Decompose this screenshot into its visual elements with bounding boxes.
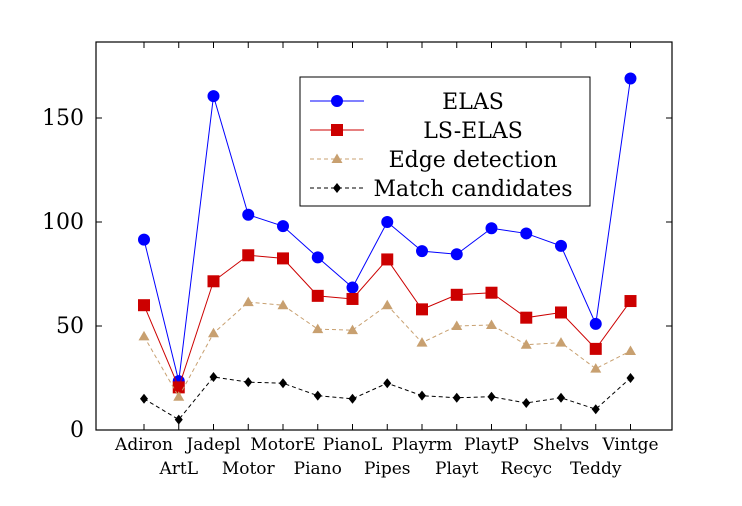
legend-label: ELAS: [442, 90, 504, 115]
data-point: [416, 337, 428, 347]
data-point: [242, 208, 255, 221]
data-point: [311, 289, 324, 302]
data-point: [207, 90, 220, 103]
data-point: [173, 391, 185, 401]
data-point: [555, 306, 567, 319]
series-edge-detection: [138, 296, 636, 401]
data-point: [416, 303, 428, 316]
data-point: [624, 295, 637, 308]
series-line: [143, 254, 631, 389]
legend-marker: [331, 124, 343, 136]
data-point: [450, 288, 463, 301]
legend-marker: [331, 95, 343, 107]
legend-box: [299, 76, 591, 207]
data-point: [381, 299, 393, 310]
data-point: [348, 393, 357, 404]
data-point: [590, 363, 602, 373]
data-point: [244, 377, 253, 388]
data-point: [347, 324, 358, 335]
x-tick-label: Playrm: [392, 435, 453, 455]
data-point: [450, 248, 463, 261]
data-point: [381, 216, 394, 228]
data-point: [209, 371, 218, 382]
data-point: [207, 275, 220, 288]
x-tick-label: MotorE: [250, 435, 315, 455]
data-point: [522, 397, 531, 408]
axis-layer: 0 50 100 150 Adiron ArtL Jadepl Motor MotorE Pian…: [42, 42, 672, 479]
data-point: [418, 390, 426, 401]
data-point: [174, 414, 183, 425]
data-point: [626, 373, 635, 383]
data-point: [452, 392, 461, 403]
data-point: [311, 251, 324, 264]
data-point: [625, 345, 636, 355]
data-point: [589, 317, 602, 330]
series-ls-elas: [138, 249, 637, 394]
data-point: [485, 222, 498, 235]
y-tick-label: 50: [56, 314, 84, 339]
data-point: [520, 339, 532, 349]
y-tick-label: 0: [70, 418, 84, 443]
data-point: [279, 378, 287, 389]
x-tick-label: Shelvs: [533, 435, 589, 455]
data-point: [138, 233, 150, 246]
data-point: [208, 327, 219, 338]
data-point: [346, 281, 359, 294]
data-point: [451, 320, 463, 330]
data-point: [277, 299, 289, 310]
x-tick-label: PlaytP: [464, 435, 519, 455]
x-tick-label: Playt: [435, 459, 479, 479]
y-tick-label: 150: [42, 106, 84, 131]
data-point: [485, 286, 498, 299]
x-tick-label: Adiron: [114, 435, 173, 455]
x-tick-label: Pipes: [364, 459, 411, 479]
data-point: [555, 239, 567, 252]
data-point: [555, 337, 567, 347]
data-point: [172, 381, 185, 394]
x-tick-label: Piano: [294, 459, 342, 479]
data-point: [487, 391, 496, 402]
x-tick-label: Motor: [222, 459, 276, 479]
legend-label: LS-ELAS: [423, 119, 523, 144]
legend-label: Edge detection: [389, 148, 558, 173]
data-point: [346, 292, 359, 305]
x-tick-label: Recyc: [500, 459, 552, 479]
data-point: [277, 220, 289, 233]
y-tick-label: 100: [42, 210, 84, 235]
data-point: [138, 299, 150, 312]
data-point: [277, 252, 289, 265]
x-tick-label: Vintge: [601, 435, 658, 455]
data-point: [416, 245, 428, 258]
x-tick-label: ArtL: [158, 459, 198, 479]
data-point: [520, 311, 533, 324]
x-tick-label: PianoL: [323, 435, 382, 455]
data-point: [381, 253, 394, 266]
legend-label: Match candidates: [373, 177, 572, 202]
data-point: [140, 393, 148, 404]
data-point: [520, 227, 533, 240]
data-point: [312, 323, 324, 334]
legend: ELAS LS-ELAS Edge detection Match candidate…: [299, 76, 591, 207]
data-point: [313, 390, 322, 401]
plot-frame: [95, 41, 673, 431]
legend-marker: [333, 183, 341, 193]
series-match-candidates: [140, 371, 635, 425]
data-point: [138, 330, 150, 341]
data-point: [624, 72, 637, 85]
x-tick-label: Teddy: [570, 459, 622, 479]
data-point: [486, 319, 497, 329]
data-point: [242, 296, 254, 307]
series-layer: [138, 72, 637, 425]
data-point: [589, 342, 602, 355]
series-elas: [138, 72, 637, 388]
x-tick-label: Jadepl: [184, 435, 240, 455]
legend-marker: [331, 153, 343, 163]
data-point: [242, 249, 255, 262]
data-point: [383, 378, 392, 389]
data-point: [591, 404, 600, 415]
data-point: [557, 392, 565, 403]
